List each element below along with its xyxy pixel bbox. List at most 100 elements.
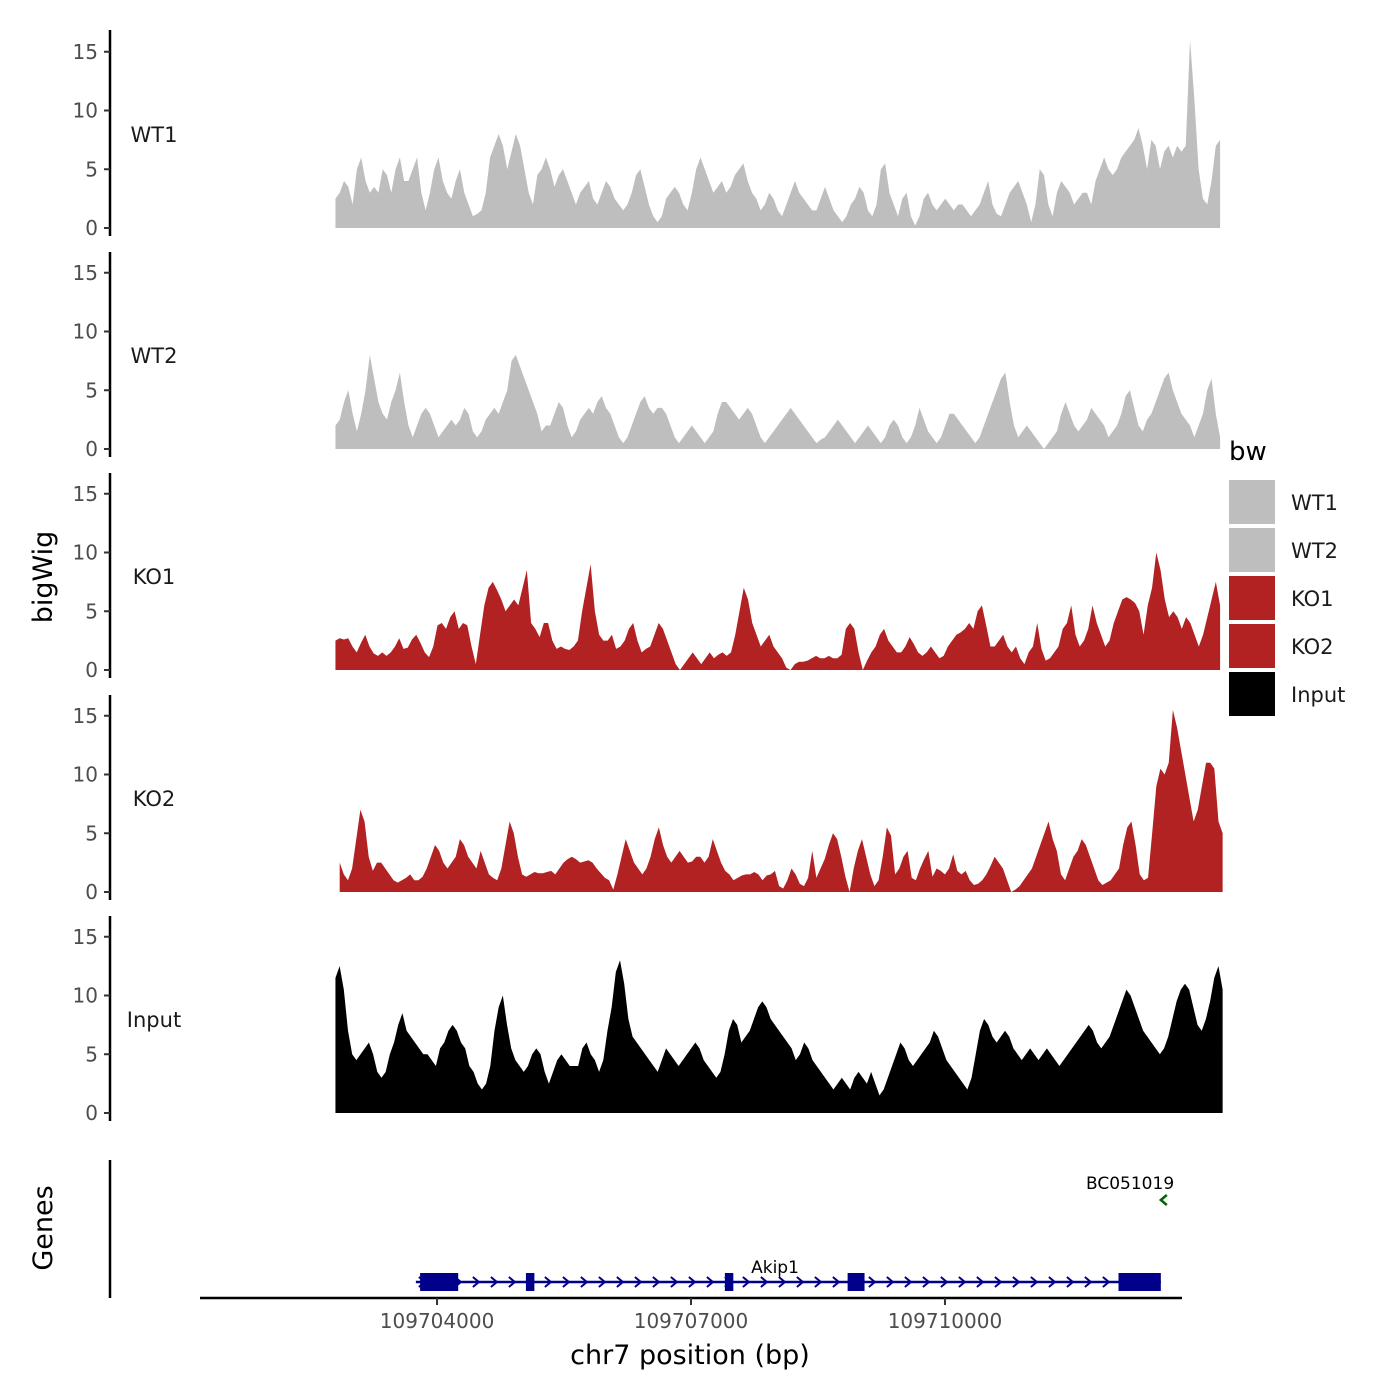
coverage-area-input [335,960,1223,1113]
genes-panel: Akip1 BC051019 [108,1160,1174,1298]
y-tick-label: 15 [73,40,98,64]
gene-exon [1118,1273,1161,1291]
y-tick-label: 0 [85,880,98,904]
strand-chevron [580,1276,589,1288]
legend-swatch [1229,624,1275,668]
strand-chevron [958,1276,967,1288]
y-tick-label: 0 [85,1101,98,1125]
strand-chevron [490,1276,499,1288]
x-axis-title: chr7 position (bp) [570,1340,810,1371]
strand-chevron [508,1276,517,1288]
coverage-area-wt2 [335,355,1221,449]
strand-chevron [706,1276,715,1288]
legend: bw WT1 WT2 KO1 KO2 Input [1229,437,1345,716]
gene-akip1: Akip1 [415,1258,1161,1291]
strand-chevron [904,1276,913,1288]
y-tick-label: 5 [85,821,98,845]
gene-label-bc051019: BC051019 [1086,1174,1174,1194]
coverage-tracks: 0 5 10 15 WT1 0 5 10 15 WT2 0 5 10 15 KO1 0 5 10 15 KO2 0 5 10… [73,30,1223,1125]
gene-exon [525,1273,535,1291]
track-label-wt1: WT1 [131,123,178,147]
y-tick-label: 10 [73,541,98,565]
x-axis: 109704000 109707000 109710000 [200,1296,1182,1333]
track-wt1: 0 5 10 15 WT1 [73,30,1221,240]
legend-swatch [1229,528,1275,572]
y-tick-label: 0 [85,437,98,461]
strand-chevron [670,1276,679,1288]
strand-chevron [1012,1276,1021,1288]
gene-exon [420,1273,459,1291]
gene-bc051019: BC051019 [1086,1174,1174,1206]
strand-chevron [814,1276,823,1288]
strand-chevron [796,1276,805,1288]
coverage-area-ko1 [335,552,1221,670]
x-tick-label: 109704000 [380,1309,495,1333]
legend-label: KO1 [1291,587,1334,611]
legend-title: bw [1229,437,1267,467]
gene-exon [724,1273,734,1291]
strand-chevron [652,1276,661,1288]
track-label-wt2: WT2 [131,344,178,368]
strand-chevron [598,1276,607,1288]
strand-chevron [760,1276,769,1288]
legend-swatch [1229,672,1275,716]
strand-chevron [868,1276,877,1288]
strand-chevron [994,1276,1003,1288]
strand-chevron [472,1276,481,1288]
legend-entry-ko2: KO2 [1229,624,1334,668]
track-label-input: Input [127,1008,181,1032]
strand-chevron [940,1276,949,1288]
y-tick-label: 15 [73,704,98,728]
strand-chevron [1084,1276,1093,1288]
y-tick-label: 5 [85,1042,98,1066]
strand-chevron [922,1276,931,1288]
y-tick-label: 0 [85,658,98,682]
strand-chevron [544,1276,553,1288]
strand-chevron [886,1276,895,1288]
track-label-ko2: KO2 [133,787,176,811]
track-label-ko1: KO1 [133,565,176,589]
strand-chevron [616,1276,625,1288]
y-tick-label: 15 [73,261,98,285]
strand-chevron [634,1276,643,1288]
legend-label: WT1 [1291,491,1338,515]
track-ko2: 0 5 10 15 KO2 [73,695,1223,904]
legend-entry-wt1: WT1 [1229,480,1338,524]
x-tick-label: 109710000 [888,1309,1003,1333]
strand-chevron [688,1276,697,1288]
coverage-area-ko2 [339,709,1223,892]
strand-chevron [1158,1194,1168,1206]
legend-swatch [1229,576,1275,620]
strand-chevron [1102,1276,1111,1288]
strand-chevron [1048,1276,1057,1288]
y-tick-label: 10 [73,984,98,1008]
legend-label: WT2 [1291,539,1338,563]
strand-chevron [1066,1276,1075,1288]
y-tick-label: 10 [73,320,98,344]
strand-chevron [976,1276,985,1288]
y-tick-label: 0 [85,216,98,240]
y-tick-label: 15 [73,482,98,506]
track-wt2: 0 5 10 15 WT2 [73,252,1221,461]
y-axis-title: bigWig [28,531,59,624]
strand-chevron [832,1276,841,1288]
y-tick-label: 5 [85,157,98,181]
track-input: 0 5 10 15 Input [73,916,1223,1125]
legend-label: KO2 [1291,635,1334,659]
y-tick-label: 5 [85,599,98,623]
gene-exon [847,1273,865,1291]
x-tick-label: 109707000 [634,1309,749,1333]
genes-axis-title: Genes [28,1185,59,1270]
y-tick-label: 10 [73,99,98,123]
strand-chevron [562,1276,571,1288]
y-tick-label: 10 [73,763,98,787]
coverage-area-wt1 [335,40,1221,228]
strand-chevron [742,1276,751,1288]
track-ko1: 0 5 10 15 KO1 [73,473,1221,682]
y-tick-label: 5 [85,378,98,402]
y-tick-label: 15 [73,925,98,949]
strand-chevron [1030,1276,1039,1288]
legend-swatch [1229,480,1275,524]
legend-entry-ko1: KO1 [1229,576,1334,620]
